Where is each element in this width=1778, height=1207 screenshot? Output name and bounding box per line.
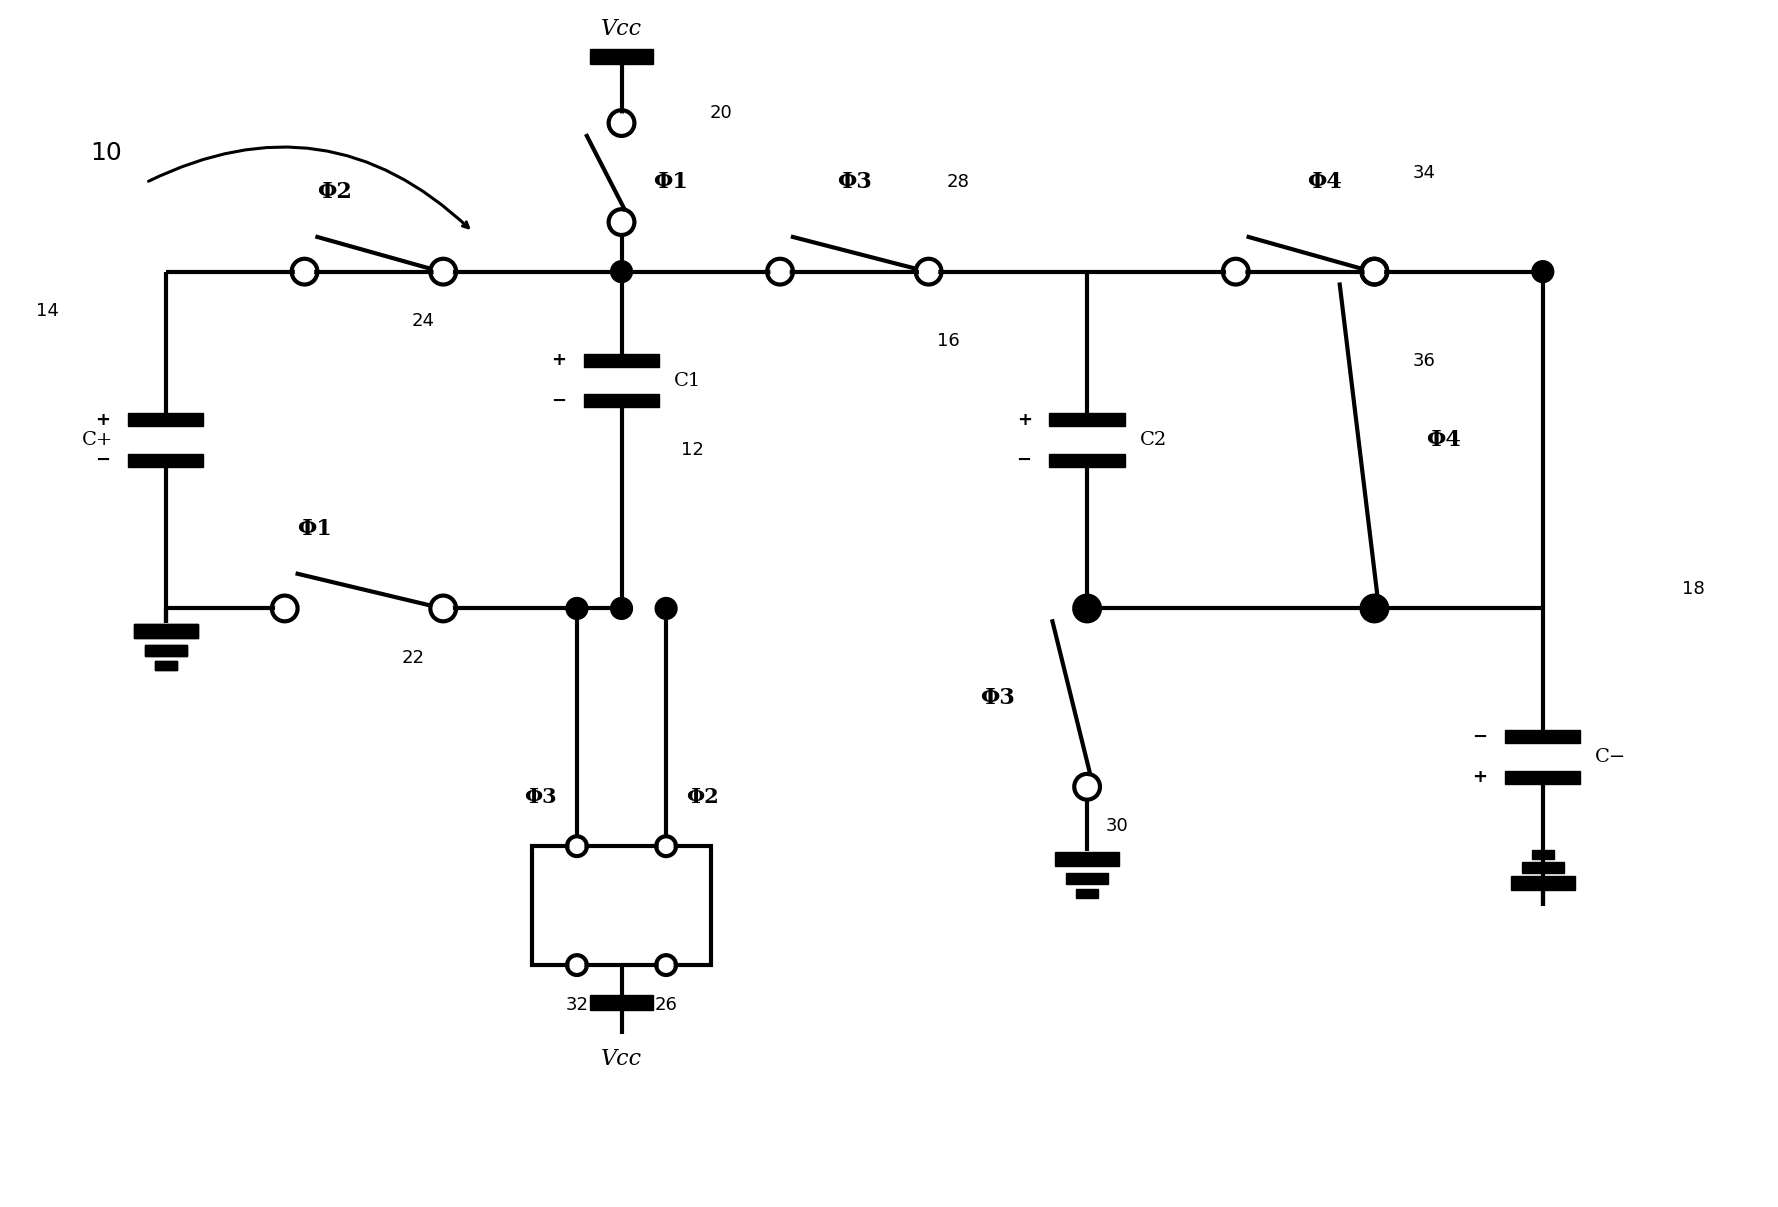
Circle shape bbox=[571, 839, 583, 853]
Text: Φ2: Φ2 bbox=[316, 181, 352, 204]
Text: Φ2: Φ2 bbox=[686, 787, 718, 806]
Circle shape bbox=[660, 839, 674, 853]
Circle shape bbox=[434, 263, 452, 281]
Bar bbox=[146, 645, 187, 655]
Text: 34: 34 bbox=[1412, 164, 1435, 181]
Circle shape bbox=[1077, 777, 1097, 795]
Text: C−: C− bbox=[1595, 748, 1627, 766]
Bar bbox=[1056, 852, 1118, 865]
Circle shape bbox=[1227, 263, 1245, 281]
Bar bbox=[128, 413, 203, 426]
Bar bbox=[1049, 454, 1125, 467]
Bar bbox=[583, 354, 660, 367]
Bar bbox=[1522, 862, 1563, 873]
Text: 28: 28 bbox=[948, 174, 969, 192]
Text: Φ1: Φ1 bbox=[297, 518, 332, 541]
Bar bbox=[146, 645, 187, 655]
Circle shape bbox=[1364, 597, 1385, 619]
Text: C1: C1 bbox=[674, 372, 701, 390]
Text: 16: 16 bbox=[937, 332, 960, 350]
Text: −: − bbox=[551, 392, 565, 410]
Text: +: + bbox=[1017, 410, 1031, 428]
Text: 12: 12 bbox=[681, 441, 704, 459]
Text: 32: 32 bbox=[565, 996, 589, 1014]
Text: Vcc: Vcc bbox=[601, 18, 642, 40]
Bar bbox=[583, 395, 660, 407]
Circle shape bbox=[571, 958, 583, 972]
Text: 14: 14 bbox=[36, 302, 59, 320]
Text: Φ4: Φ4 bbox=[1307, 171, 1342, 193]
Text: −: − bbox=[1017, 451, 1031, 470]
Bar bbox=[133, 624, 197, 639]
Bar bbox=[1533, 850, 1554, 859]
Text: +: + bbox=[551, 351, 565, 369]
Circle shape bbox=[1366, 263, 1383, 281]
Text: Φ3: Φ3 bbox=[525, 787, 557, 806]
Text: Φ3: Φ3 bbox=[981, 687, 1015, 709]
Text: Vcc: Vcc bbox=[601, 1048, 642, 1071]
Text: −: − bbox=[1472, 728, 1488, 746]
Text: 30: 30 bbox=[1106, 817, 1129, 835]
Text: 10: 10 bbox=[91, 141, 123, 165]
Circle shape bbox=[919, 263, 937, 281]
Text: Φ3: Φ3 bbox=[837, 171, 871, 193]
Text: 26: 26 bbox=[654, 996, 677, 1014]
Bar bbox=[1076, 888, 1099, 898]
Circle shape bbox=[772, 263, 789, 281]
Circle shape bbox=[1077, 600, 1097, 618]
Bar bbox=[1067, 873, 1108, 884]
Text: C2: C2 bbox=[1140, 431, 1166, 449]
Circle shape bbox=[612, 113, 631, 132]
Bar bbox=[133, 624, 197, 639]
Circle shape bbox=[434, 600, 452, 618]
Bar bbox=[1506, 771, 1581, 783]
Text: 36: 36 bbox=[1412, 351, 1435, 369]
Text: Φ1: Φ1 bbox=[654, 171, 688, 193]
Circle shape bbox=[612, 214, 631, 231]
Circle shape bbox=[295, 263, 313, 281]
Text: 24: 24 bbox=[412, 313, 436, 331]
Circle shape bbox=[276, 600, 293, 618]
Bar bbox=[590, 48, 653, 64]
Text: +: + bbox=[96, 410, 110, 428]
Text: C+: C+ bbox=[82, 431, 114, 449]
Circle shape bbox=[610, 597, 633, 619]
Bar bbox=[128, 454, 203, 467]
Circle shape bbox=[1076, 597, 1099, 619]
Bar bbox=[155, 661, 176, 670]
Text: −: − bbox=[96, 451, 110, 470]
Bar bbox=[532, 846, 711, 966]
Text: +: + bbox=[1472, 769, 1488, 786]
Circle shape bbox=[610, 261, 633, 282]
Circle shape bbox=[1366, 600, 1383, 618]
Bar bbox=[1506, 730, 1581, 744]
Text: 18: 18 bbox=[1682, 579, 1705, 597]
Bar bbox=[155, 661, 176, 670]
Bar bbox=[590, 995, 653, 1010]
Text: 20: 20 bbox=[709, 104, 733, 122]
Text: 22: 22 bbox=[402, 649, 425, 667]
Circle shape bbox=[660, 958, 674, 972]
Circle shape bbox=[1533, 261, 1554, 282]
Bar bbox=[1511, 876, 1575, 890]
Circle shape bbox=[656, 597, 677, 619]
Circle shape bbox=[1366, 263, 1383, 281]
Text: Φ4: Φ4 bbox=[1426, 428, 1462, 451]
Circle shape bbox=[565, 597, 589, 619]
Bar bbox=[1049, 413, 1125, 426]
